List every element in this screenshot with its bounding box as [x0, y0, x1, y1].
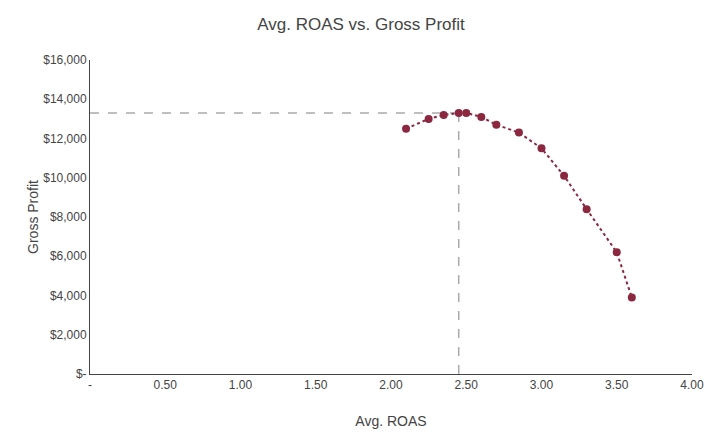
svg-text:0.50: 0.50 [154, 378, 178, 392]
svg-text:4.00: 4.00 [680, 378, 704, 392]
svg-text:2.50: 2.50 [455, 378, 479, 392]
svg-text:$16,000: $16,000 [43, 53, 87, 67]
svg-text:$6,000: $6,000 [50, 249, 87, 263]
svg-text:3.00: 3.00 [530, 378, 554, 392]
svg-text:$4,000: $4,000 [50, 289, 87, 303]
svg-text:2.00: 2.00 [379, 378, 403, 392]
svg-text:$14,000: $14,000 [43, 92, 87, 106]
svg-text:-: - [88, 378, 92, 392]
svg-text:$10,000: $10,000 [43, 171, 87, 185]
svg-text:$8,000: $8,000 [50, 210, 87, 224]
svg-text:$12,000: $12,000 [43, 132, 87, 146]
svg-text:3.50: 3.50 [605, 378, 629, 392]
svg-text:1.00: 1.00 [229, 378, 253, 392]
svg-text:Avg. ROAS vs. Gross Profit: Avg. ROAS vs. Gross Profit [257, 15, 465, 34]
svg-text:$2,000: $2,000 [50, 328, 87, 342]
svg-text:1.50: 1.50 [304, 378, 328, 392]
svg-text:Gross Profit: Gross Profit [25, 180, 41, 254]
svg-text:$-: $- [76, 367, 87, 381]
svg-text:Avg. ROAS: Avg. ROAS [355, 413, 426, 429]
